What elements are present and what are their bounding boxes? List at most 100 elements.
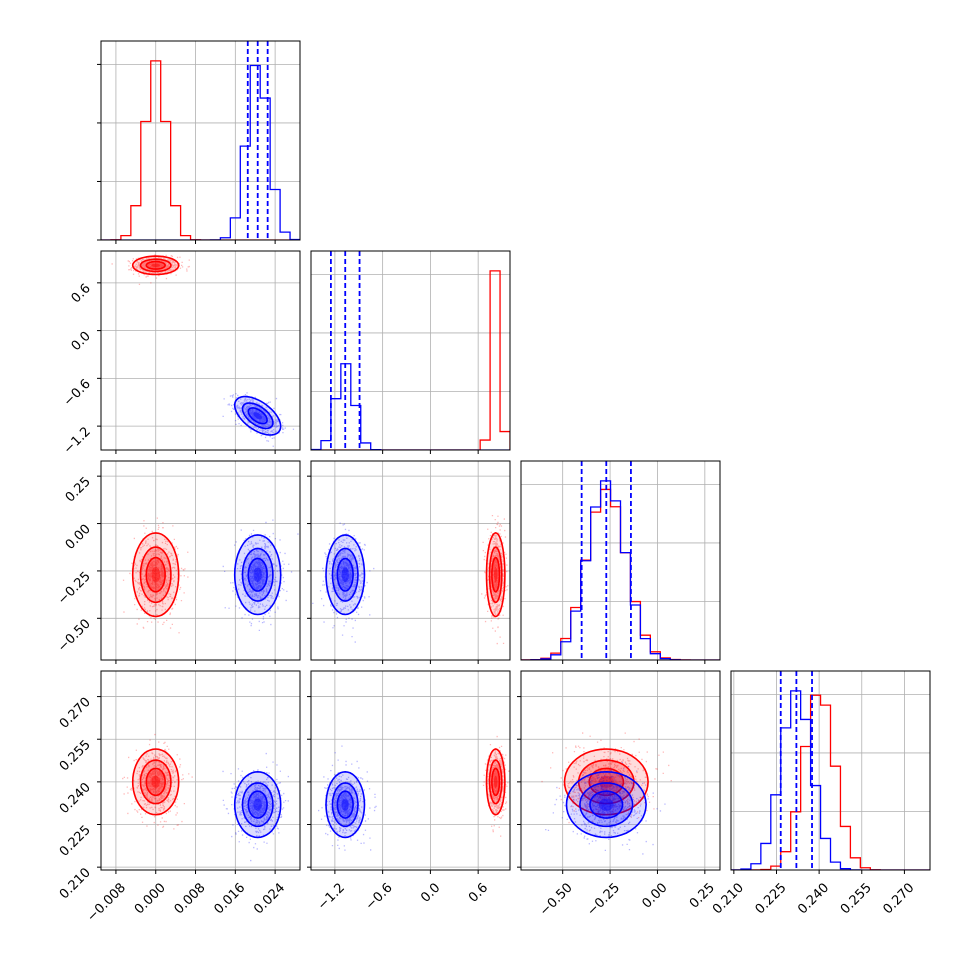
panel-frame-3-1: [310, 670, 511, 871]
contour-1-1: [247, 407, 268, 425]
contour-0-0: [151, 567, 160, 583]
scatter-panel-3-0: [101, 671, 300, 870]
y-tick-label-2-3: 0.25: [63, 474, 94, 505]
contour-1-1: [247, 557, 268, 592]
hist-step-2-1: [521, 480, 720, 660]
contour-0-3: [563, 748, 649, 816]
x-tick-label-0-4: 0.024: [251, 880, 288, 917]
contour-0-3: [131, 532, 180, 618]
panel-frame-1-0: [100, 250, 301, 451]
contour-1-3: [325, 534, 366, 616]
contour-0-3: [131, 748, 180, 816]
contour-0-1: [491, 767, 501, 797]
y-tick-label-1-1: −0.6: [61, 377, 94, 410]
hist-step-0-0: [101, 60, 300, 240]
x-tick-label-1-0: −1.2: [315, 880, 348, 913]
scatter-points-1: [545, 761, 666, 855]
x-tick-label-1-1: −0.6: [363, 880, 396, 913]
contour-1-1: [247, 790, 268, 819]
contour-1-3: [233, 534, 282, 616]
panel-frame-1-1: [310, 250, 511, 451]
hist-step-1-0: [311, 270, 510, 450]
y-tick-label-3-4: 0.270: [57, 695, 94, 732]
scatter-points-0: [481, 515, 509, 645]
scatter-points-1: [312, 522, 375, 643]
contour-1-0: [253, 412, 262, 420]
contour-1-1: [336, 790, 354, 819]
y-tick-label-2-1: −0.25: [55, 569, 94, 608]
contour-1-0: [598, 798, 614, 811]
panel-frame-0-0: [100, 40, 301, 241]
contour-0-0: [151, 775, 160, 788]
contour-0-0: [494, 567, 498, 583]
y-tick-label-3-0: 0.210: [57, 865, 94, 902]
contour-1-2: [331, 547, 359, 602]
y-tick-label-1-3: 0.6: [69, 281, 94, 306]
contour-1-3: [233, 770, 282, 839]
contour-1-3: [325, 770, 366, 839]
contour-0-0: [598, 775, 614, 788]
x-tick-label-0-3: 0.016: [211, 880, 248, 917]
contour-1-1: [589, 790, 624, 819]
hist-panel-1: [311, 251, 510, 450]
y-tick-label-2-2: 0.00: [63, 522, 94, 553]
hist-panel-0: [101, 41, 300, 240]
x-tick-label-1-2: 0.0: [418, 880, 443, 905]
x-tick-label-1-3: 0.6: [466, 880, 491, 905]
contour-1-0: [341, 798, 349, 811]
panel-frame-2-0: [100, 460, 301, 661]
panel-frame-3-2: [520, 670, 721, 871]
panel-frame-2-2: [520, 460, 721, 661]
contour-0-2: [139, 546, 172, 604]
x-tick-label-2-0: −0.50: [537, 880, 576, 919]
panel-frame-3-3: [730, 670, 931, 871]
panel-frame-2-1: [310, 460, 511, 661]
scatter-panel-1-0: [101, 251, 300, 450]
hist-panel-2: [521, 461, 720, 660]
contour-0-1: [145, 767, 166, 797]
contour-0-1: [145, 260, 166, 270]
y-tick-label-3-1: 0.225: [57, 823, 94, 860]
x-tick-label-0-1: 0.000: [132, 880, 169, 917]
contour-1-1: [336, 557, 354, 592]
contour-0-0: [151, 263, 160, 267]
scatter-panel-3-2: [521, 671, 720, 870]
scatter-panel-2-0: [101, 461, 300, 660]
contour-1-0: [253, 798, 262, 811]
contour-1-2: [331, 782, 359, 828]
contour-0-1: [145, 556, 166, 593]
contour-0-1: [491, 556, 501, 593]
contour-1-0: [341, 567, 349, 583]
scatter-points-1: [222, 752, 289, 862]
panel-frame-3-0: [100, 670, 301, 871]
y-tick-label-1-0: −1.2: [61, 424, 94, 457]
x-tick-label-2-2: 0.00: [639, 880, 670, 911]
scatter-points-0: [482, 735, 510, 837]
contour-1-3: [233, 395, 282, 436]
x-tick-label-3-1: 0.225: [753, 880, 790, 917]
contour-1-2: [241, 782, 274, 828]
contour-1-2: [579, 782, 634, 828]
contour-1-0: [253, 567, 262, 583]
x-tick-label-0-2: 0.008: [172, 880, 209, 917]
contour-1-2: [241, 402, 274, 430]
scatter-panel-3-1: [311, 671, 510, 870]
scatter-panel-2-1: [311, 461, 510, 660]
contour-0-0: [494, 775, 498, 788]
contour-1-3: [565, 770, 647, 839]
x-tick-label-3-0: 0.210: [710, 880, 747, 917]
y-tick-label-2-0: −0.50: [55, 617, 94, 656]
y-tick-label-1-2: 0.0: [69, 329, 94, 354]
contour-1-2: [241, 547, 274, 602]
x-tick-label-2-1: −0.25: [584, 880, 623, 919]
x-tick-label-3-4: 0.270: [881, 880, 918, 917]
scatter-points-0: [111, 254, 190, 285]
scatter-points-0: [122, 517, 189, 634]
y-tick-label-3-2: 0.240: [57, 780, 94, 817]
hist-step-0-1: [101, 64, 300, 240]
contour-0-2: [139, 759, 172, 805]
x-tick-label-3-3: 0.255: [838, 880, 875, 917]
x-tick-label-3-2: 0.240: [795, 880, 832, 917]
x-tick-label-0-0: −0.008: [84, 880, 129, 925]
